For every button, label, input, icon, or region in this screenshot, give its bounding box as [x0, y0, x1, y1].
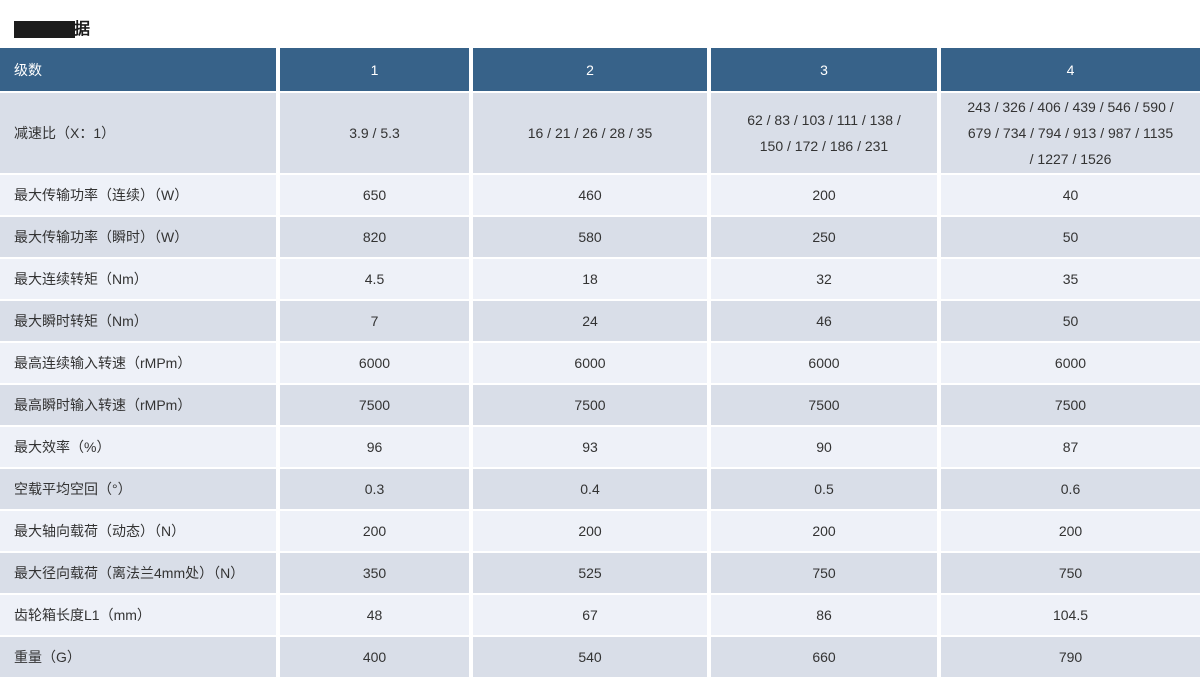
row-value: 104.5	[937, 595, 1200, 637]
row-label: 最高瞬时输入转速（rMPm）	[0, 385, 276, 427]
row-value: 540	[469, 637, 707, 679]
row-label: 最大径向载荷（离法兰4mm处）（N）	[0, 553, 276, 595]
row-value: 40	[937, 175, 1200, 217]
row-label: 最大效率（%）	[0, 427, 276, 469]
column-header-4: 4	[937, 48, 1200, 93]
row-value: 243 / 326 / 406 / 439 / 546 / 590 / 679 …	[937, 93, 1200, 175]
row-value: 86	[707, 595, 937, 637]
spec-table: 级数 1 2 3 4 减速比（X：1） 3.9 / 5.3 16 / 21 / 26…	[0, 48, 1200, 679]
row-value: 7	[276, 301, 469, 343]
header-row: 级数 1 2 3 4	[0, 48, 1200, 93]
row-value: 400	[276, 637, 469, 679]
row-label: 最大传输功率（瞬时）（W）	[0, 217, 276, 259]
row-label: 齿轮箱长度L1（mm）	[0, 595, 276, 637]
table-row: 最大传输功率（连续）（W） 650 460 200 40	[0, 175, 1200, 217]
row-value: 750	[707, 553, 937, 595]
column-header-1: 1	[276, 48, 469, 93]
table-row: 最大传输功率（瞬时）（W） 820 580 250 50	[0, 217, 1200, 259]
row-label: 最大传输功率（连续）（W）	[0, 175, 276, 217]
row-value: 7500	[937, 385, 1200, 427]
row-value: 250	[707, 217, 937, 259]
row-value: 580	[469, 217, 707, 259]
row-label: 减速比（X：1）	[0, 93, 276, 175]
row-value: 200	[276, 511, 469, 553]
row-value: 0.3	[276, 469, 469, 511]
row-label: 最大轴向载荷（动态）（N）	[0, 511, 276, 553]
row-value: 16 / 21 / 26 / 28 / 35	[469, 93, 707, 175]
row-value: 18	[469, 259, 707, 301]
row-value: 50	[937, 217, 1200, 259]
table-row: 空载平均空回（°） 0.3 0.4 0.5 0.6	[0, 469, 1200, 511]
row-value: 460	[469, 175, 707, 217]
table-row: 减速比（X：1） 3.9 / 5.3 16 / 21 / 26 / 28 / 35 6…	[0, 93, 1200, 175]
row-value: 525	[469, 553, 707, 595]
row-value: 3.9 / 5.3	[276, 93, 469, 175]
row-value: 93	[469, 427, 707, 469]
row-value: 750	[937, 553, 1200, 595]
row-value: 200	[707, 511, 937, 553]
table-row: 最大连续转矩（Nm） 4.5 18 32 35	[0, 259, 1200, 301]
row-value: 820	[276, 217, 469, 259]
page-title-text: 据	[74, 21, 91, 38]
table-row: 齿轮箱长度L1（mm） 48 67 86 104.5	[0, 595, 1200, 637]
row-value: 200	[469, 511, 707, 553]
row-value: 96	[276, 427, 469, 469]
row-label: 最大瞬时转矩（Nm）	[0, 301, 276, 343]
row-value: 7500	[469, 385, 707, 427]
table-row: 最高连续输入转速（rMPm） 6000 6000 6000 6000	[0, 343, 1200, 385]
row-value: 32	[707, 259, 937, 301]
row-value: 46	[707, 301, 937, 343]
row-value: 7500	[276, 385, 469, 427]
row-value: 50	[937, 301, 1200, 343]
row-label: 最大连续转矩（Nm）	[0, 259, 276, 301]
table-row: 最大径向载荷（离法兰4mm处）（N） 350 525 750 750	[0, 553, 1200, 595]
page-title: 据	[0, 0, 1200, 45]
spec-table-body: 减速比（X：1） 3.9 / 5.3 16 / 21 / 26 / 28 / 35 6…	[0, 93, 1200, 679]
row-value: 0.4	[469, 469, 707, 511]
row-value: 6000	[276, 343, 469, 385]
row-value: 650	[276, 175, 469, 217]
row-value: 790	[937, 637, 1200, 679]
column-header-2: 2	[469, 48, 707, 93]
row-label: 空载平均空回（°）	[0, 469, 276, 511]
row-value: 67	[469, 595, 707, 637]
row-label: 最高连续输入转速（rMPm）	[0, 343, 276, 385]
row-value: 48	[276, 595, 469, 637]
table-row: 最大效率（%） 96 93 90 87	[0, 427, 1200, 469]
table-row: 最大瞬时转矩（Nm） 7 24 46 50	[0, 301, 1200, 343]
row-value: 0.6	[937, 469, 1200, 511]
row-value: 62 / 83 / 103 / 111 / 138 / 150 / 172 / …	[707, 93, 937, 175]
row-value: 350	[276, 553, 469, 595]
table-row: 最大轴向载荷（动态）（N） 200 200 200 200	[0, 511, 1200, 553]
row-value: 24	[469, 301, 707, 343]
row-value: 87	[937, 427, 1200, 469]
table-row: 最高瞬时输入转速（rMPm） 7500 7500 7500 7500	[0, 385, 1200, 427]
row-value: 660	[707, 637, 937, 679]
row-value: 200	[707, 175, 937, 217]
column-header-3: 3	[707, 48, 937, 93]
row-value: 35	[937, 259, 1200, 301]
column-header-stages: 级数	[0, 48, 276, 93]
row-label: 重量（G）	[0, 637, 276, 679]
row-value: 200	[937, 511, 1200, 553]
row-value: 90	[707, 427, 937, 469]
title-redaction-box	[14, 21, 75, 38]
row-value: 6000	[707, 343, 937, 385]
row-value: 0.5	[707, 469, 937, 511]
row-value: 4.5	[276, 259, 469, 301]
row-value: 7500	[707, 385, 937, 427]
table-row: 重量（G） 400 540 660 790	[0, 637, 1200, 679]
row-value: 6000	[469, 343, 707, 385]
spec-table-header: 级数 1 2 3 4	[0, 48, 1200, 93]
row-value: 6000	[937, 343, 1200, 385]
